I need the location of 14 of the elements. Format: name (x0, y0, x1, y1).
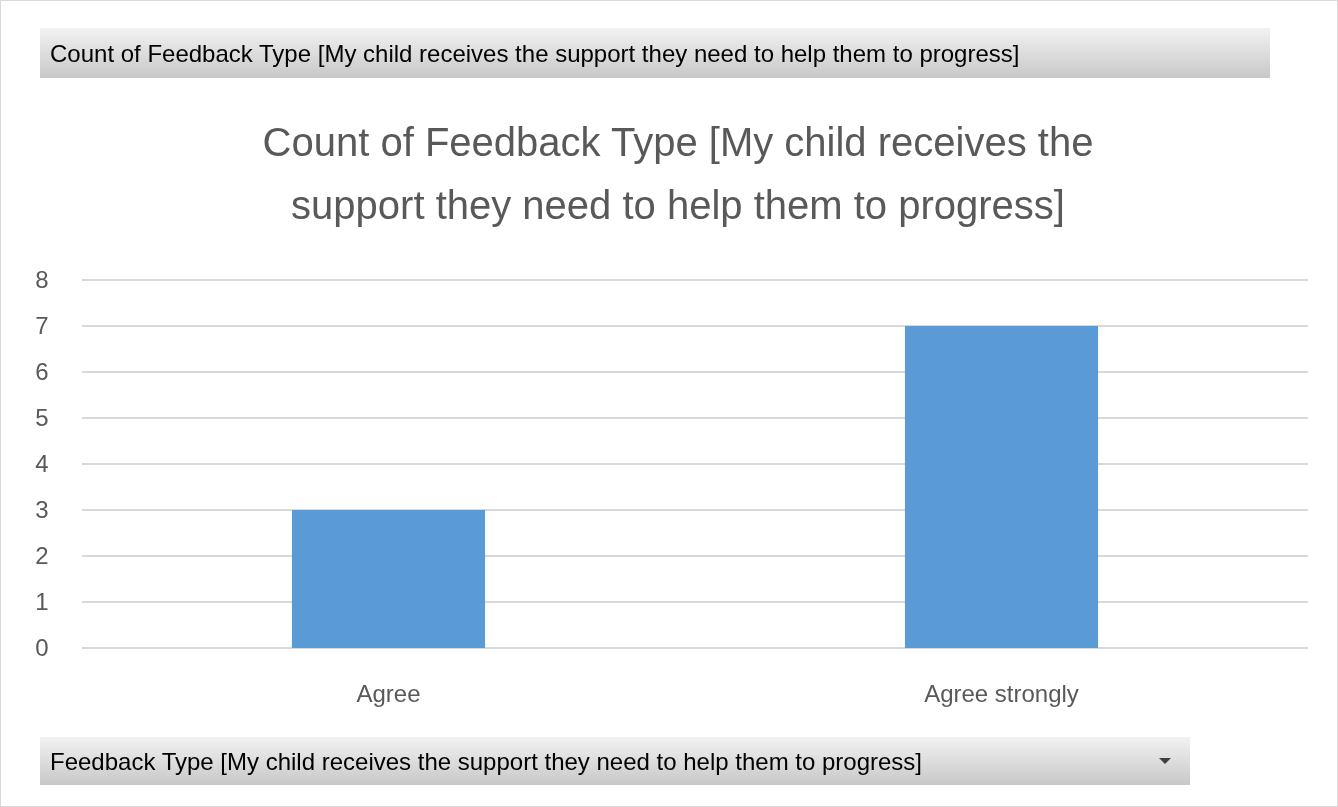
y-tick-label: 0 (35, 634, 49, 662)
chart-title: Count of Feedback Type [My child receives the support they need to help them to progress] (262, 120, 1094, 227)
y-tick-label: 1 (35, 588, 49, 616)
x-tick-label: Agree strongly (924, 680, 1079, 707)
x-axis-title: Feedback Type [My child receives the support they need to help them to progress] (50, 748, 923, 775)
y-tick-label: 4 (35, 450, 49, 478)
y-tick-label: 5 (35, 404, 49, 432)
y-tick-label: 3 (35, 496, 49, 524)
y-tick-label: 6 (35, 358, 49, 386)
y-tick-label: 8 (35, 266, 49, 294)
y-tick-label: 2 (35, 542, 49, 570)
x-tick-label: Agree (356, 680, 421, 707)
text: Count of Feedback Type [My child receives the support they need to help them to progress] (50, 40, 1020, 67)
y-tick-label: 7 (35, 312, 49, 340)
